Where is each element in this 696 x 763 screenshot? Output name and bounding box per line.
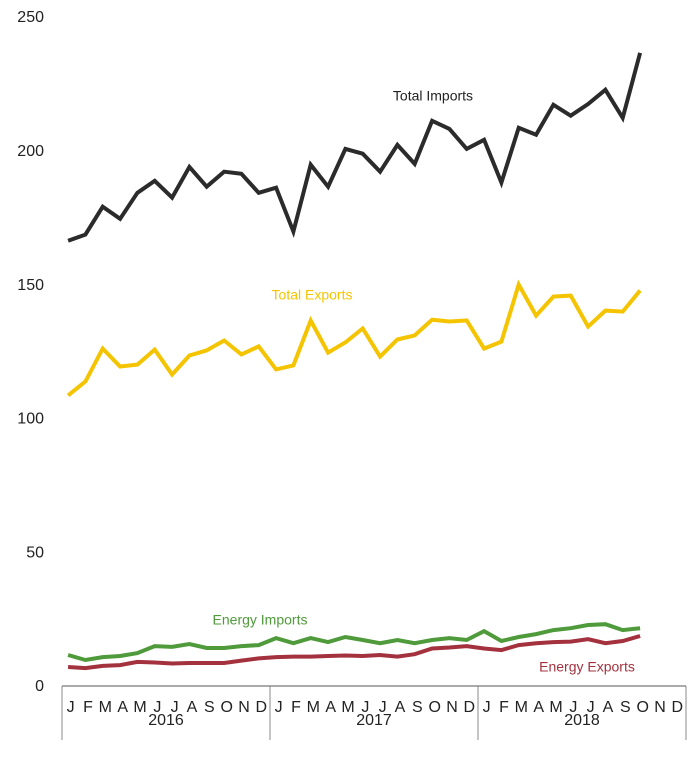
- y-tick-label: 200: [17, 143, 44, 160]
- x-tick-label: D: [672, 699, 684, 716]
- x-tick-label: N: [238, 699, 250, 716]
- x-tick-label: M: [515, 699, 528, 716]
- x-tick-label: M: [549, 699, 562, 716]
- x-tick-label: A: [325, 699, 336, 716]
- y-tick-label: 50: [26, 544, 44, 561]
- series-line: [67, 52, 643, 243]
- x-tick-label: A: [533, 699, 544, 716]
- year-label: 2016: [148, 712, 184, 729]
- x-tick-label: J: [67, 699, 75, 716]
- x-tick-label: M: [133, 699, 146, 716]
- x-tick-label: M: [99, 699, 112, 716]
- y-tick-label: 250: [17, 9, 44, 26]
- x-tick-label: S: [204, 699, 215, 716]
- x-tick-label: S: [412, 699, 423, 716]
- x-tick-label: O: [428, 699, 440, 716]
- x-tick-label: N: [654, 699, 666, 716]
- x-tick-label: O: [220, 699, 232, 716]
- x-tick-label: D: [256, 699, 268, 716]
- x-tick-label: J: [153, 699, 161, 716]
- x-tick-label: J: [361, 699, 369, 716]
- x-tick-label: A: [395, 699, 406, 716]
- y-tick-label: 100: [17, 411, 44, 428]
- x-tick-label: N: [446, 699, 458, 716]
- x-tick-label: O: [636, 699, 648, 716]
- series-label: Energy Imports: [213, 612, 308, 628]
- x-tick-label: D: [464, 699, 476, 716]
- year-label: 2018: [564, 712, 600, 729]
- x-tick-label: F: [83, 699, 93, 716]
- x-tick-label: J: [587, 699, 595, 716]
- series-line: [67, 634, 641, 671]
- series-label: Energy Exports: [539, 659, 635, 675]
- x-tick-label: F: [499, 699, 509, 716]
- year-label: 2017: [356, 712, 392, 729]
- x-tick-label: J: [275, 699, 283, 716]
- y-tick-label: 0: [35, 678, 44, 695]
- x-tick-label: J: [379, 699, 387, 716]
- x-tick-label: M: [307, 699, 320, 716]
- x-tick-label: A: [117, 699, 128, 716]
- series-line: [67, 622, 641, 663]
- x-tick-label: F: [291, 699, 301, 716]
- x-tick-label: A: [603, 699, 614, 716]
- series-line: [66, 279, 642, 397]
- x-tick-label: J: [569, 699, 577, 716]
- x-tick-label: J: [171, 699, 179, 716]
- y-tick-label: 150: [17, 277, 44, 294]
- x-tick-label: S: [620, 699, 631, 716]
- x-tick-label: M: [341, 699, 354, 716]
- series-label: Total Exports: [272, 287, 353, 303]
- x-tick-label: J: [483, 699, 491, 716]
- series-label: Total Imports: [393, 88, 473, 104]
- x-tick-label: A: [187, 699, 198, 716]
